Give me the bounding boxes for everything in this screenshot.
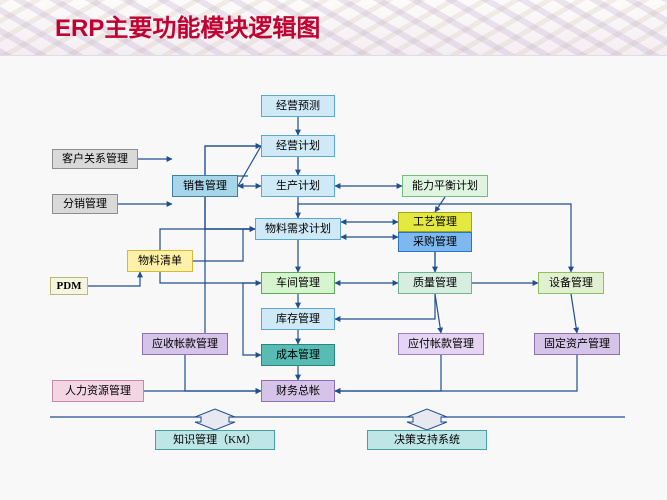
node-sales: 销售管理	[172, 175, 238, 197]
node-purchase: 采购管理	[398, 232, 472, 252]
node-dist: 分销管理	[52, 194, 118, 214]
node-forecast: 经营预测	[261, 95, 335, 117]
node-km: 知识管理（KM）	[155, 430, 275, 450]
node-pdm: PDM	[50, 277, 88, 295]
node-cap: 能力平衡计划	[402, 175, 488, 197]
node-process: 工艺管理	[398, 212, 472, 232]
slide: { "title": "ERP主要功能模块逻辑图", "title_color"…	[0, 0, 667, 500]
node-shop: 车间管理	[261, 272, 335, 294]
node-plan0: 经营计划	[261, 135, 335, 157]
node-fa: 固定资产管理	[534, 333, 620, 355]
node-mrp: 物料需求计划	[255, 218, 341, 240]
node-ap: 应付帐款管理	[398, 333, 484, 355]
node-ar: 应收帐款管理	[142, 333, 228, 355]
node-bom: 物料清单	[127, 250, 193, 272]
node-fin: 财务总帐	[261, 380, 335, 402]
node-crm: 客户关系管理	[52, 149, 138, 169]
node-equip: 设备管理	[538, 272, 604, 294]
node-prod: 生产计划	[261, 175, 335, 197]
node-dss: 决策支持系统	[367, 430, 487, 450]
node-inv: 库存管理	[261, 308, 335, 330]
title-band: ERP主要功能模块逻辑图	[0, 0, 667, 56]
node-hr: 人力资源管理	[52, 380, 144, 402]
node-quality: 质量管理	[398, 272, 472, 294]
flowchart: 经营预测经营计划销售管理 客户关系管理分销管理 生产计划 能力平衡计划物料需求计划 工艺…	[0, 55, 667, 500]
node-cost: 成本管理	[261, 344, 335, 366]
page-title: ERP主要功能模块逻辑图	[55, 8, 320, 43]
